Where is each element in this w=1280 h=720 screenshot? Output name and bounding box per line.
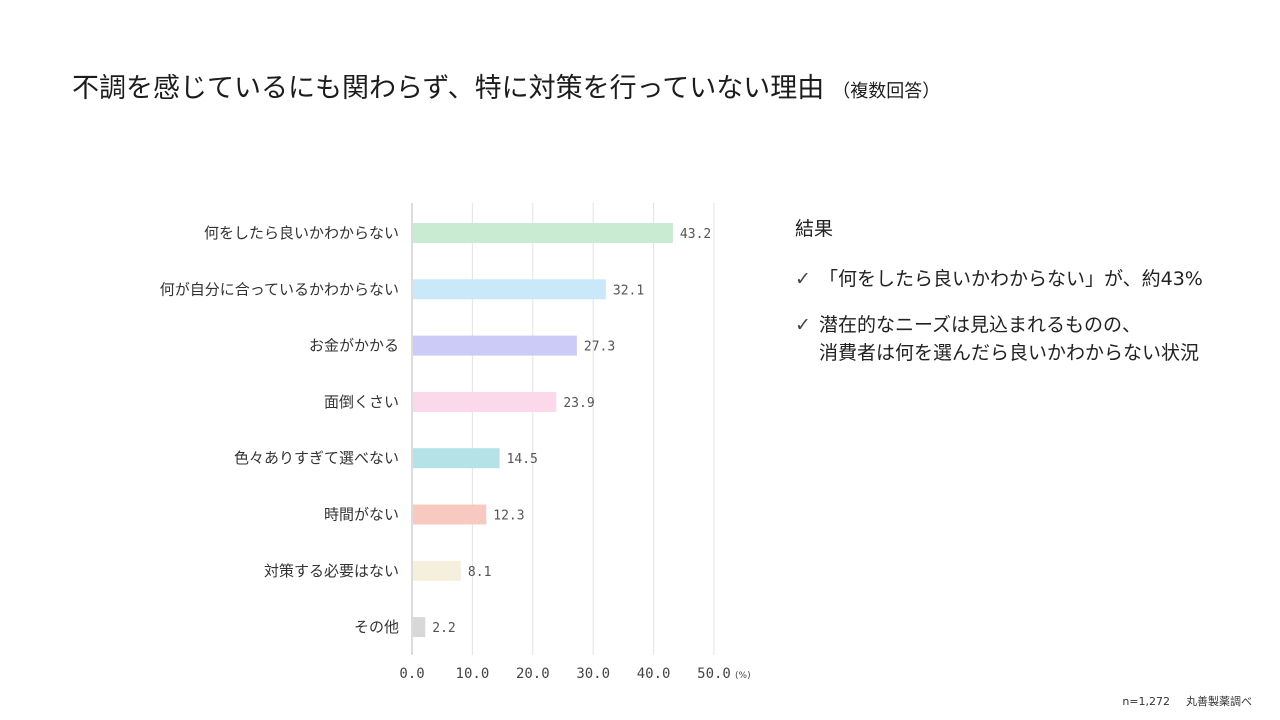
category-label: 対策する必要はない [264,562,399,580]
bar [413,504,487,525]
value-label: 23.9 [563,396,594,411]
x-tick-label: 10.0 [456,666,490,682]
title-text: 不調を感じているにも関わらず、特に対策を行っていない理由 [72,73,825,104]
category-label: 時間がない [324,506,399,524]
bar [413,448,500,469]
value-label: 14.5 [507,452,538,467]
source-note: 丸善製薬調べ [1186,695,1252,708]
bar [413,617,426,638]
value-label: 43.2 [680,227,711,242]
x-unit-label: (%) [735,671,751,681]
sample-size: n=1,272 [1122,695,1170,708]
category-label: 色々ありすぎて選べない [234,449,399,467]
result-line: 消費者は何を選んだら良いかわからない状況 [819,342,1200,364]
value-label: 27.3 [584,340,615,355]
category-label: 面倒くさい [324,393,399,411]
check-icon: ✓ [795,268,811,290]
value-label: 8.1 [468,565,491,580]
check-icon: ✓ [795,314,811,336]
value-label: 32.1 [613,283,644,298]
result-line: 潜在的なニーズは見込まれるものの、 [819,314,1142,336]
page-title: 不調を感じているにも関わらず、特に対策を行っていない理由 （複数回答） [72,66,940,105]
result-item: ✓ 「何をしたら良いかわからない」が、約43% [795,265,1265,293]
footnote: n=1,272 丸善製薬調べ [1122,693,1252,709]
x-tick-label: 50.0 [697,666,731,682]
category-label: 何をしたら良いかわからない [204,224,399,242]
value-label: 12.3 [493,509,524,524]
title-subtitle: （複数回答） [832,81,941,102]
x-tick-label: 40.0 [637,666,671,682]
category-label: 何が自分に合っているかわからない [160,280,399,298]
results-panel: 結果 ✓ 「何をしたら良いかわからない」が、約43% ✓ 潜在的なニーズは見込ま… [795,214,1265,385]
category-label: その他 [354,618,399,636]
x-tick-label: 0.0 [399,666,424,682]
category-label: お金がかかる [309,337,399,355]
result-line: 「何をしたら良いかわからない」が、約43% [819,268,1203,290]
bar [413,223,673,243]
bar [413,391,557,412]
bar [413,279,606,300]
bar [413,335,577,356]
x-tick-label: 30.0 [576,666,610,682]
result-item: ✓ 潜在的なニーズは見込まれるものの、 消費者は何を選んだら良いかわからない状況 [795,311,1265,367]
value-label: 2.2 [432,621,455,636]
results-heading: 結果 [795,218,834,240]
x-tick-label: 20.0 [516,666,550,682]
bar [413,560,461,581]
